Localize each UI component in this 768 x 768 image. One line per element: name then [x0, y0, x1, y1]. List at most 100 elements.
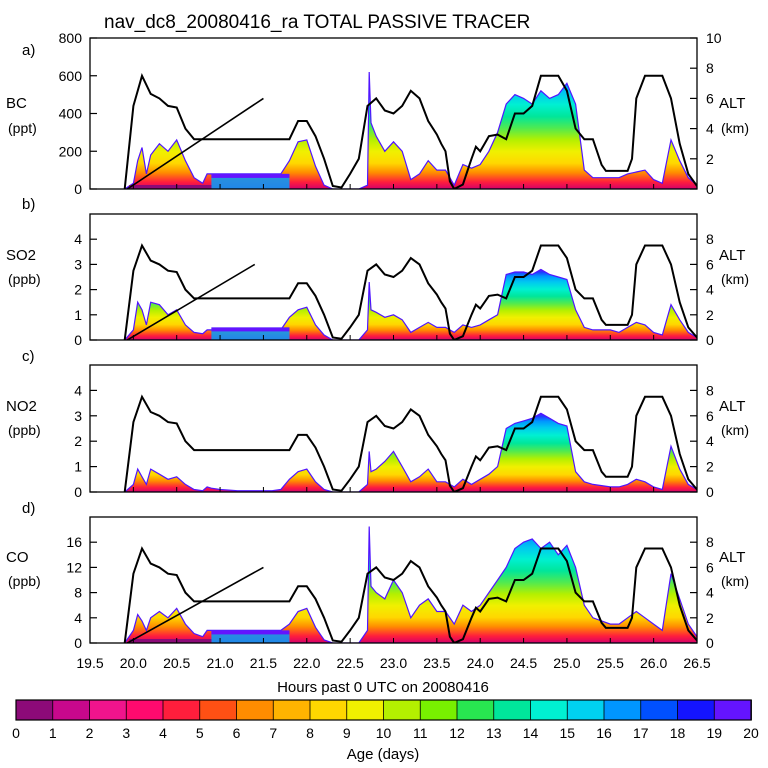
species-unit: (ppb) — [8, 573, 41, 589]
alt-tick-label: 4 — [706, 282, 714, 298]
altitude-unit: (km) — [721, 573, 749, 589]
alt-tick-label: 6 — [706, 559, 714, 575]
colorbar-swatch — [125, 699, 164, 721]
panel-letter: b) — [22, 196, 35, 213]
x-tick-label: 24.5 — [510, 655, 537, 671]
tracer-band-top — [211, 173, 290, 178]
colorbar-tick-label: 10 — [376, 725, 392, 741]
colorbar-swatch — [677, 699, 716, 721]
chart-title: nav_dc8_20080416_ra TOTAL PASSIVE TRACER — [104, 12, 530, 33]
colorbar-swatch — [383, 699, 422, 721]
colorbar-swatch — [199, 699, 238, 721]
x-axis: 19.5 20.0 20.5 21.0 21.5 22.0 22.5 23.0 23.5 24.0… — [76, 655, 710, 671]
x-tick-label: 19.5 — [76, 655, 103, 671]
colorbar-swatch — [162, 699, 201, 721]
panel-letter: d) — [22, 500, 35, 517]
panel-no2: 0 1 2 3 4 0 2 4 6 8 c) NO2 (ppb) ALT (km) — [6, 348, 749, 500]
x-tick-label: 22.0 — [293, 655, 320, 671]
species-unit: (ppb) — [8, 271, 41, 287]
panel-bc: 0 200 400 600 800 0 2 4 6 8 10 a) BC (ppt) ALT (km) — [6, 30, 749, 197]
colorbar-tick-label: 17 — [633, 725, 649, 741]
alt-tick-label: 0 — [706, 181, 714, 197]
alt-tick-label: 10 — [706, 30, 722, 46]
colorbar-tick-label: 15 — [560, 725, 576, 741]
colorbar-tick-label: 4 — [159, 725, 167, 741]
colorbar-swatch — [346, 699, 385, 721]
panel-letter: a) — [22, 42, 35, 59]
altitude-label: ALT — [719, 549, 745, 566]
tracer-base-band — [129, 185, 212, 189]
colorbar-swatch — [272, 699, 311, 721]
x-tick-label: 25.0 — [553, 655, 580, 671]
species-label: CO — [6, 549, 29, 566]
plot-area — [123, 526, 697, 643]
alt-tick-label: 8 — [706, 382, 714, 398]
y-tick-label: 4 — [74, 382, 82, 398]
y-tick-label: 600 — [59, 68, 83, 84]
altitude-unit: (km) — [721, 422, 749, 438]
alt-tick-label: 6 — [706, 256, 714, 272]
colorbar-swatch — [89, 699, 128, 721]
colorbar-tick-label: 8 — [306, 725, 314, 741]
colorbar-swatch — [493, 699, 532, 721]
x-tick-label: 24.0 — [467, 655, 494, 671]
colorbar-swatch — [52, 699, 91, 721]
altitude-line — [123, 546, 697, 643]
alt-tick-label: 4 — [706, 121, 714, 137]
panel-letter: c) — [22, 348, 35, 365]
alt-tick-label: 8 — [706, 60, 714, 76]
colorbar-tick-label: 6 — [233, 725, 241, 741]
alt-tick-label: 0 — [706, 332, 714, 348]
plot-area — [123, 243, 697, 340]
x-tick-label: 21.0 — [206, 655, 233, 671]
species-unit: (ppb) — [8, 422, 41, 438]
y-tick-label: 16 — [66, 534, 82, 550]
alt-tick-label: 0 — [706, 484, 714, 500]
x-axis-label: Hours past 0 UTC on 20080416 — [277, 679, 489, 696]
colorbar: 0 1 2 3 4 5 6 7 8 9 10 11 12 13 14 15 16 17 18 19 20 — [12, 699, 759, 741]
colorbar-tick-label: 3 — [122, 725, 130, 741]
altitude-line — [123, 394, 697, 492]
panels: 02004006008000246810a)BC(ppt)ALT(km)0123… — [6, 30, 749, 651]
species-label: SO2 — [6, 247, 36, 264]
y-tick-label: 0 — [74, 635, 82, 651]
colorbar-tick-label: 14 — [523, 725, 539, 741]
panel-co: 0 4 8 12 16 0 2 4 6 8 d) CO (ppb) ALT (km) — [6, 500, 749, 651]
altitude-line — [123, 243, 697, 340]
colorbar-tick-label: 2 — [86, 725, 94, 741]
plot-area — [123, 71, 697, 189]
colorbar-swatch — [419, 699, 458, 721]
x-tick-label: 20.5 — [163, 655, 190, 671]
colorbar-swatch — [15, 699, 54, 721]
colorbar-label: Age (days) — [347, 746, 420, 763]
y-tick-label: 4 — [74, 231, 82, 247]
altitude-unit: (km) — [721, 271, 749, 287]
panel-so2: 0 1 2 3 4 0 2 4 6 8 b) SO2 (ppb) ALT (km) — [6, 196, 749, 348]
x-tick-label: 20.0 — [120, 655, 147, 671]
colorbar-swatch — [713, 699, 752, 721]
y-tick-label: 1 — [74, 459, 82, 475]
y-tick-label: 200 — [59, 143, 83, 159]
tracer-area — [123, 71, 697, 189]
y-tick-label: 4 — [74, 610, 82, 626]
y-tick-label: 3 — [74, 256, 82, 272]
alt-tick-label: 8 — [706, 534, 714, 550]
tracer-area — [123, 412, 697, 492]
altitude-label: ALT — [719, 247, 745, 264]
tracer-band-top — [211, 630, 290, 635]
colorbar-tick-label: 20 — [743, 725, 759, 741]
alt-tick-label: 4 — [706, 433, 714, 449]
altitude-label: ALT — [719, 95, 745, 112]
colorbar-tick-label: 19 — [707, 725, 723, 741]
colorbar-swatch — [640, 699, 679, 721]
y-tick-label: 2 — [74, 433, 82, 449]
alt-tick-label: 8 — [706, 231, 714, 247]
x-tick-label: 21.5 — [250, 655, 277, 671]
y-tick-label: 1 — [74, 307, 82, 323]
x-tick-label: 25.5 — [597, 655, 624, 671]
x-tick-label: 26.0 — [640, 655, 667, 671]
y-tick-label: 3 — [74, 408, 82, 424]
species-label: BC — [6, 95, 27, 112]
y-tick-label: 12 — [66, 559, 82, 575]
